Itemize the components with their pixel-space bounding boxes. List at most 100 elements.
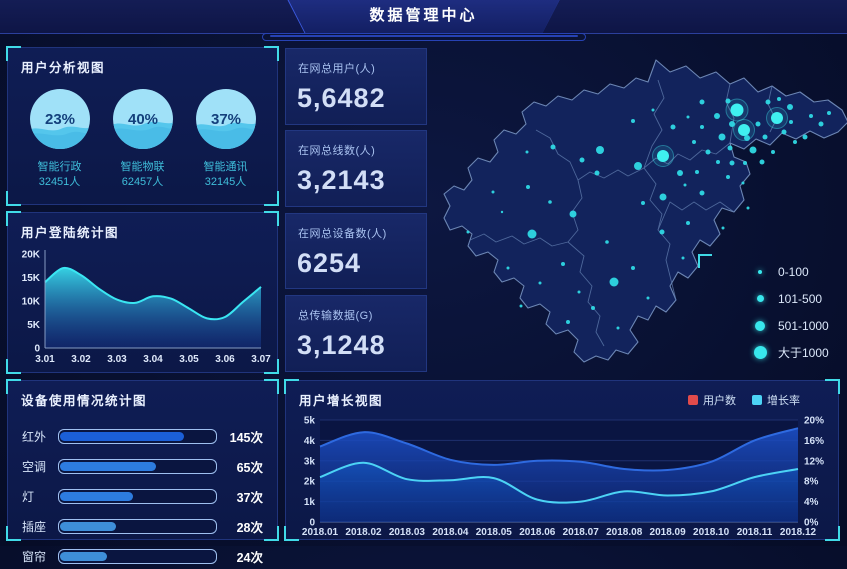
legend-label: 增长率 (767, 395, 800, 407)
svg-text:16%: 16% (804, 436, 824, 447)
title-plaque (288, 0, 560, 33)
svg-text:2018.11: 2018.11 (737, 527, 773, 538)
bar-category-label: 插座 (22, 520, 47, 534)
bar-fill (60, 522, 116, 531)
device-bar-chart: 红外 145次 空调 65次灯 37次 插座 28次 窗帘 24次 (8, 412, 277, 569)
bar-track (58, 519, 217, 534)
bar-value: 65次 (236, 461, 263, 475)
svg-text:4k: 4k (304, 436, 316, 447)
bar-fill (60, 432, 184, 441)
svg-text:3.05: 3.05 (179, 354, 199, 365)
kpi-card-total-data: 总传输数据(G) 3,1248 (285, 295, 427, 372)
legend-dot-icon (756, 295, 764, 302)
svg-text:3.06: 3.06 (215, 354, 235, 365)
gauge-count: 32145人 (204, 175, 247, 188)
province-map: 0-100 101-500 501-1000 大于1000 (432, 42, 847, 378)
svg-text:3.07: 3.07 (251, 354, 271, 365)
legend-corner-bracket (698, 254, 712, 268)
map-legend-label: 101-500 (778, 291, 823, 306)
bar-row: 空调 65次 (22, 454, 263, 479)
svg-text:37%: 37% (210, 111, 240, 128)
svg-text:2k: 2k (304, 477, 316, 488)
svg-text:3.02: 3.02 (71, 354, 91, 365)
legend-dot-icon (755, 320, 765, 331)
svg-text:2018.07: 2018.07 (563, 527, 600, 538)
svg-text:3k: 3k (304, 456, 316, 467)
svg-text:4%: 4% (804, 497, 819, 508)
svg-text:3.01: 3.01 (35, 354, 55, 365)
bar-track (58, 459, 217, 474)
kpi-card-total-lines: 在网总线数(人) 3,2143 (285, 130, 427, 207)
kpi-value: 5,6482 (297, 83, 386, 113)
svg-text:1k: 1k (304, 497, 316, 508)
gauge-count: 32451人 (38, 175, 81, 188)
bar-category-label: 灯 (22, 490, 35, 504)
bar-category-label: 红外 (22, 430, 47, 444)
svg-text:0%: 0% (804, 518, 819, 529)
svg-text:12%: 12% (804, 456, 824, 467)
bar-track (58, 489, 217, 504)
svg-text:0: 0 (34, 344, 40, 355)
svg-text:10K: 10K (21, 297, 40, 308)
kpi-label: 在网总设备数(人) (298, 228, 387, 240)
panel-title-user-analysis: 用户分析视图 (21, 61, 106, 75)
svg-text:8%: 8% (804, 477, 819, 488)
liquid-gauge: 40% 智能物联 62457人 (103, 87, 183, 190)
svg-text:2018.01: 2018.01 (302, 527, 339, 538)
svg-text:0: 0 (309, 518, 315, 529)
panel-user-growth: 用户增长视图 用户数 增长率 0 1k 2k 3k 4k 5k 0% 4% 8% 12% 16% 20%… (284, 379, 840, 541)
growth-area-chart: 0 1k 2k 3k 4k 5k 0% 4% 8% 12% 16% 20% 2018.01 2018.02… (302, 416, 824, 539)
map-legend-row: 501-1000 (752, 312, 829, 339)
kpi-label: 在网总用户(人) (298, 63, 376, 75)
bar-track (58, 549, 217, 564)
svg-text:5K: 5K (27, 320, 41, 331)
svg-text:15K: 15K (21, 273, 40, 284)
svg-text:2018.08: 2018.08 (606, 527, 643, 538)
kpi-label: 总传输数据(G) (298, 310, 373, 322)
legend-dot-icon (758, 269, 762, 274)
bar-row: 灯 37次 (22, 484, 263, 509)
svg-text:2018.06: 2018.06 (519, 527, 556, 538)
panel-user-analysis: 用户分析视图 23% 智能行政 32451人 40% 智能物联 62457人 37% 智能通讯… (6, 46, 279, 206)
map-legend-label: 501-1000 (778, 318, 829, 333)
svg-text:20K: 20K (21, 250, 40, 261)
login-area-chart: 0 5K 10K 15K 20K 3.01 3.02 3.03 3.04 3.05 3.06 3.07 (21, 250, 271, 366)
map-legend: 0-100 101-500 501-1000 大于1000 (752, 258, 829, 366)
panel-title-user-growth: 用户增长视图 (299, 394, 384, 408)
bar-fill (60, 462, 157, 471)
gauge-name: 智能行政 (37, 161, 82, 173)
map-legend-row: 大于1000 (752, 339, 829, 366)
bar-fill (60, 492, 133, 501)
panel-login-stats: 用户登陆统计图 0 5K 10K 15K 20K 3.01 3.02 3.03 3.04 3.05… (6, 211, 279, 374)
gauge-count: 62457人 (121, 175, 164, 188)
map-legend-row: 0-100 (752, 258, 829, 285)
svg-text:3.04: 3.04 (143, 354, 163, 365)
bar-row: 红外 145次 (22, 424, 263, 449)
gauge-name: 智能物联 (120, 161, 165, 173)
svg-text:20%: 20% (804, 416, 824, 427)
liquid-gauge: 37% 智能通讯 32145人 (186, 87, 266, 190)
bar-value: 37次 (236, 491, 263, 505)
bar-category-label: 空调 (22, 460, 47, 474)
kpi-card-total-users: 在网总用户(人) 5,6482 (285, 48, 427, 125)
svg-text:2018.02: 2018.02 (345, 527, 382, 538)
legend-dot-icon (753, 346, 767, 359)
legend-item-用户数[interactable]: 用户数 (688, 392, 736, 408)
page-title: 数据管理中心 (369, 7, 478, 24)
svg-text:2018.05: 2018.05 (476, 527, 513, 538)
title-underline-decoration (261, 33, 586, 41)
panel-title-device-usage: 设备使用情况统计图 (21, 394, 148, 408)
svg-text:2018.12: 2018.12 (780, 527, 817, 538)
panel-device-usage: 设备使用情况统计图 红外 145次 空调 65次灯 37次 插座 28次 窗帘 24次 (6, 379, 279, 565)
kpi-card-total-devices: 在网总设备数(人) 6254 (285, 213, 427, 289)
bar-value: 28次 (236, 521, 263, 535)
legend-item-增长率[interactable]: 增长率 (752, 392, 800, 408)
legend-swatch (752, 395, 762, 405)
map-scatter-dots (466, 97, 831, 330)
panel-title-login-stats: 用户登陆统计图 (21, 226, 120, 240)
bar-value: 145次 (229, 431, 263, 445)
svg-text:2018.03: 2018.03 (389, 527, 426, 538)
map-legend-label: 0-100 (778, 264, 809, 279)
legend-label: 用户数 (703, 395, 736, 407)
bar-fill (60, 552, 107, 561)
